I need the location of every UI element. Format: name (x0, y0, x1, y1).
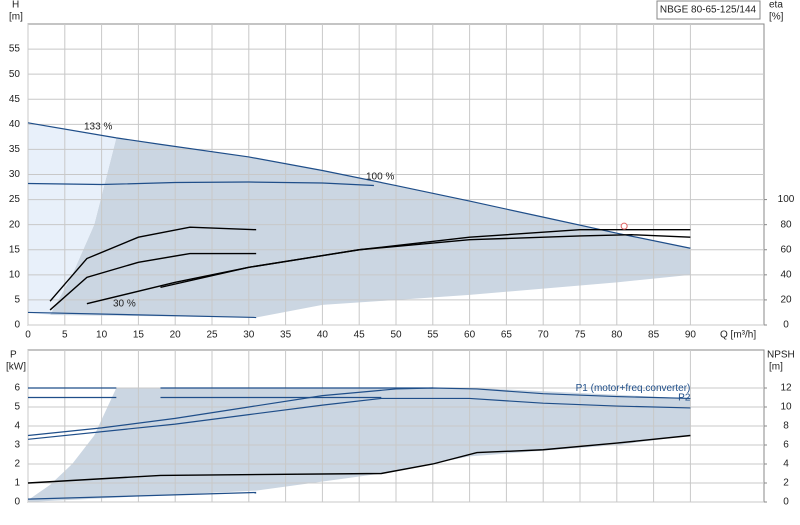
y-tick-label: 6 (14, 383, 20, 394)
x-tick-label: 90 (685, 330, 697, 341)
y2-tick-label: 20 (780, 295, 792, 306)
x-tick-label: 5 (62, 330, 68, 341)
y-tick-label: 0 (14, 320, 20, 331)
y2-axis-unit: [m] (769, 362, 783, 373)
x-tick-label: 15 (133, 330, 145, 341)
y-tick-label: 4 (14, 421, 20, 432)
curve (49, 226, 257, 302)
y-tick-label: 5 (14, 295, 20, 306)
x-tick-label: 70 (538, 330, 550, 341)
y2-tick-label: 4 (783, 459, 789, 470)
x-tick-label: 20 (170, 330, 182, 341)
y-tick-label: 3 (14, 440, 20, 451)
chart-title: NBGE 80-65-125/144 (660, 5, 757, 16)
y2-tick-label: 8 (783, 421, 789, 432)
annotation: 100 % (366, 172, 394, 183)
x-tick-label: 80 (611, 330, 623, 341)
y-axis-label: P (10, 350, 17, 361)
y-axis-unit: [m] (9, 12, 23, 23)
y-tick-label: 35 (9, 144, 21, 155)
y-axis-unit: [kW] (6, 362, 26, 373)
y-tick-label: 55 (9, 44, 21, 55)
x-tick-label: 55 (427, 330, 439, 341)
curve (86, 228, 691, 305)
x-tick-label: 10 (96, 330, 108, 341)
y2-tick-label: 12 (780, 383, 792, 394)
curve (27, 311, 257, 319)
y2-tick-label: 0 (783, 320, 789, 331)
x-tick-label: 60 (464, 330, 476, 341)
y-tick-label: 50 (9, 69, 21, 80)
title-box (656, 0, 761, 20)
x-tick-label: 25 (206, 330, 218, 341)
y2-tick-label: 100 (778, 194, 795, 205)
x-tick-label: 85 (648, 330, 660, 341)
y-tick-label: 40 (9, 119, 21, 130)
series-label: P2 (678, 393, 691, 404)
curve (27, 387, 691, 437)
curve (27, 434, 691, 484)
curve (27, 181, 374, 187)
duty-point (620, 222, 628, 230)
y2-axis-label: NPSH (767, 350, 795, 361)
y-tick-label: 15 (9, 244, 21, 255)
y-tick-label: 5 (14, 402, 20, 413)
x-tick-label: 40 (317, 330, 329, 341)
y-tick-label: 1 (14, 478, 20, 489)
y2-axis-unit: [%] (769, 12, 784, 23)
y2-tick-label: 0 (783, 497, 789, 508)
y-tick-label: 30 (9, 169, 21, 180)
annotation: 30 % (113, 299, 136, 310)
curve (27, 122, 691, 249)
x-tick-label: 65 (501, 330, 513, 341)
x-tick-label: 35 (280, 330, 292, 341)
y-tick-label: 20 (9, 219, 21, 230)
y2-tick-label: 40 (780, 269, 792, 280)
y-axis-label: H (12, 0, 19, 11)
y2-tick-label: 2 (783, 478, 789, 489)
y-tick-label: 45 (9, 94, 21, 105)
y2-tick-label: 6 (783, 440, 789, 451)
x-tick-label: 50 (390, 330, 402, 341)
x-axis-label: Q [m³/h] (720, 330, 756, 341)
curve (49, 252, 257, 311)
y-tick-label: 2 (14, 459, 20, 470)
x-tick-label: 30 (243, 330, 255, 341)
x-tick-label: 75 (574, 330, 586, 341)
curve (27, 397, 691, 440)
x-tick-label: 45 (354, 330, 366, 341)
y-tick-label: 25 (9, 194, 21, 205)
y2-tick-label: 60 (780, 244, 792, 255)
y-tick-label: 0 (14, 497, 20, 508)
annotation: 133 % (84, 122, 112, 133)
operating-range (28, 122, 117, 315)
y2-axis-label: eta (769, 0, 783, 11)
curve (27, 491, 257, 500)
y-tick-label: 10 (9, 269, 21, 280)
x-tick-label: 0 (25, 330, 31, 341)
series-label: P1 (motor+freq.converter) (576, 383, 691, 394)
y2-tick-label: 10 (780, 402, 792, 413)
y2-tick-label: 80 (780, 219, 792, 230)
